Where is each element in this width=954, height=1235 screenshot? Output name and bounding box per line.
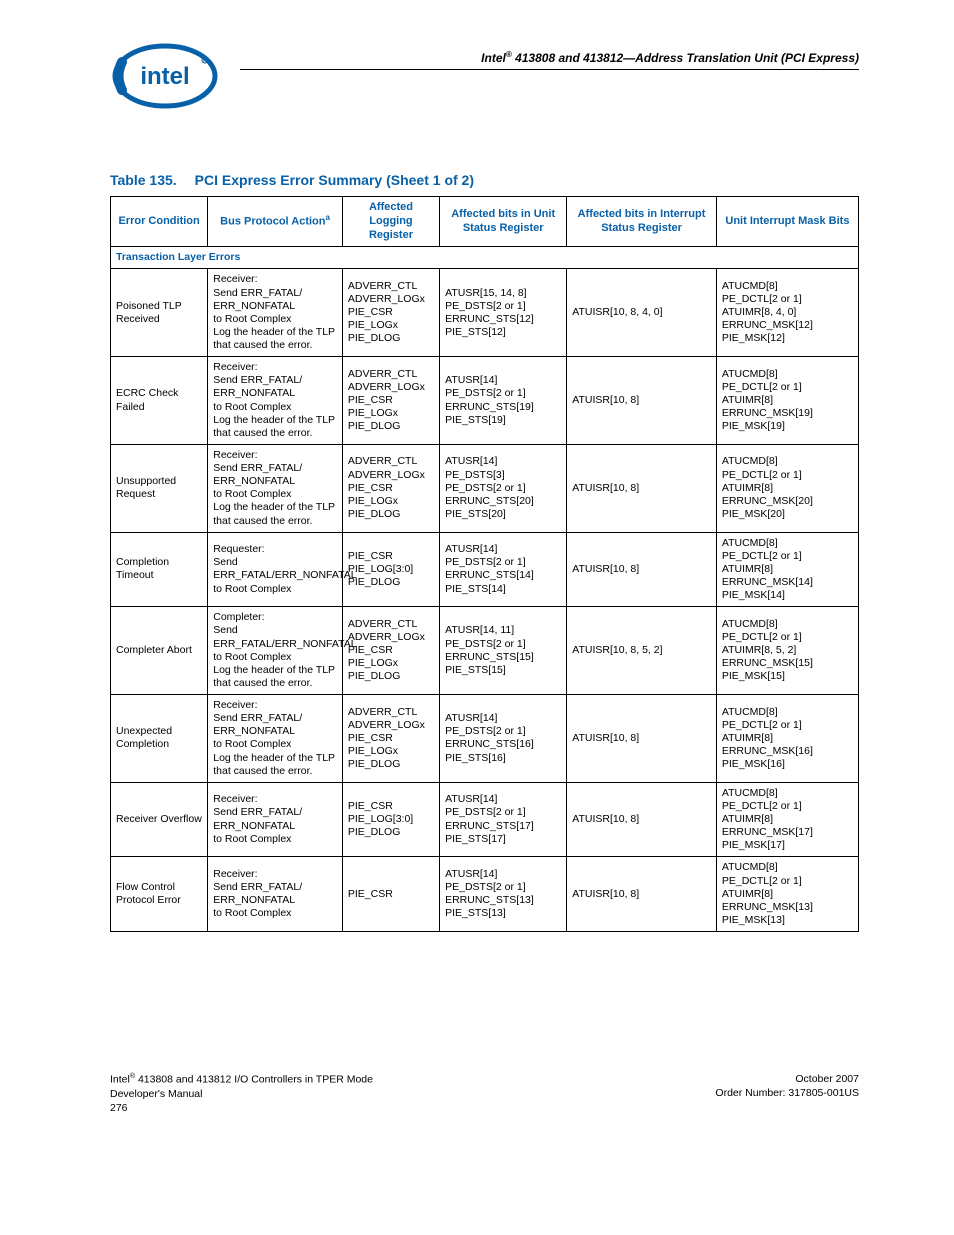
footer-left: Intel® 413808 and 413812 I/O Controllers…: [110, 1072, 373, 1115]
cell-c5: ATUISR[10, 8]: [567, 782, 717, 857]
cell-c6: ATUCMD[8] PE_DCTL[2 or 1] ATUIMR[8] ERRU…: [716, 782, 858, 857]
cell-c1: Poisoned TLP Received: [111, 269, 208, 357]
page-header: intel R Intel® 413808 and 413812—Address…: [110, 40, 859, 112]
table-row: ECRC Check FailedReceiver: Send ERR_FATA…: [111, 357, 859, 445]
cell-c4: ATUSR[14] PE_DSTS[2 or 1] ERRUNC_STS[19]…: [440, 357, 567, 445]
section-heading-row: Transaction Layer Errors: [111, 247, 859, 269]
error-summary-table: Error Condition Bus Protocol Actiona Aff…: [110, 196, 859, 932]
intel-logo: intel R: [110, 40, 220, 112]
cell-c3: ADVERR_CTL ADVERR_LOGx PIE_CSR PIE_LOGx …: [342, 607, 439, 695]
table-header-row: Error Condition Bus Protocol Actiona Aff…: [111, 197, 859, 247]
cell-c4: ATUSR[14] PE_DSTS[3] PE_DSTS[2 or 1] ERR…: [440, 444, 567, 532]
cell-c4: ATUSR[14] PE_DSTS[2 or 1] ERRUNC_STS[14]…: [440, 532, 567, 607]
cell-c6: ATUCMD[8] PE_DCTL[2 or 1] ATUIMR[8, 4, 0…: [716, 269, 858, 357]
cell-c2: Receiver: Send ERR_FATAL/ ERR_NONFATAL t…: [208, 782, 343, 857]
svg-text:R: R: [203, 59, 207, 65]
col-logging-register: Affected Logging Register: [342, 197, 439, 247]
table-row: Poisoned TLP ReceivedReceiver: Send ERR_…: [111, 269, 859, 357]
footer-right: October 2007 Order Number: 317805-001US: [715, 1072, 859, 1115]
col-mask-bits: Unit Interrupt Mask Bits: [716, 197, 858, 247]
cell-c5: ATUISR[10, 8, 5, 2]: [567, 607, 717, 695]
col-unit-status: Affected bits in Unit Status Register: [440, 197, 567, 247]
cell-c2: Requester: Send ERR_FATAL/ERR_NONFATAL t…: [208, 532, 343, 607]
cell-c1: Completer Abort: [111, 607, 208, 695]
cell-c6: ATUCMD[8] PE_DCTL[2 or 1] ATUIMR[8] ERRU…: [716, 532, 858, 607]
cell-c6: ATUCMD[8] PE_DCTL[2 or 1] ATUIMR[8, 5, 2…: [716, 607, 858, 695]
cell-c5: ATUISR[10, 8]: [567, 357, 717, 445]
cell-c6: ATUCMD[8] PE_DCTL[2 or 1] ATUIMR[8] ERRU…: [716, 695, 858, 783]
table-row: Flow Control Protocol ErrorReceiver: Sen…: [111, 857, 859, 932]
col-error-condition: Error Condition: [111, 197, 208, 247]
cell-c5: ATUISR[10, 8, 4, 0]: [567, 269, 717, 357]
cell-c3: ADVERR_CTL ADVERR_LOGx PIE_CSR PIE_LOGx …: [342, 269, 439, 357]
cell-c1: Unexpected Completion: [111, 695, 208, 783]
cell-c4: ATUSR[14] PE_DSTS[2 or 1] ERRUNC_STS[17]…: [440, 782, 567, 857]
cell-c1: Completion Timeout: [111, 532, 208, 607]
cell-c2: Receiver: Send ERR_FATAL/ ERR_NONFATAL t…: [208, 695, 343, 783]
cell-c2: Receiver: Send ERR_FATAL/ ERR_NONFATAL t…: [208, 269, 343, 357]
header-title: Intel® 413808 and 413812—Address Transla…: [240, 50, 859, 70]
cell-c1: Receiver Overflow: [111, 782, 208, 857]
cell-c1: ECRC Check Failed: [111, 357, 208, 445]
cell-c3: PIE_CSR: [342, 857, 439, 932]
cell-c4: ATUSR[14, 11] PE_DSTS[2 or 1] ERRUNC_STS…: [440, 607, 567, 695]
cell-c1: Flow Control Protocol Error: [111, 857, 208, 932]
cell-c5: ATUISR[10, 8]: [567, 695, 717, 783]
header-prefix: Intel: [481, 51, 506, 65]
svg-text:intel: intel: [140, 63, 189, 90]
table-title: PCI Express Error Summary (Sheet 1 of 2): [195, 172, 474, 188]
cell-c6: ATUCMD[8] PE_DCTL[2 or 1] ATUIMR[8] ERRU…: [716, 857, 858, 932]
table-row: Completion TimeoutRequester: Send ERR_FA…: [111, 532, 859, 607]
cell-c2: Receiver: Send ERR_FATAL/ ERR_NONFATAL t…: [208, 857, 343, 932]
page-footer: Intel® 413808 and 413812 I/O Controllers…: [110, 1072, 859, 1115]
section-heading: Transaction Layer Errors: [111, 247, 859, 269]
cell-c1: Unsupported Request: [111, 444, 208, 532]
table-row: Receiver OverflowReceiver: Send ERR_FATA…: [111, 782, 859, 857]
cell-c4: ATUSR[15, 14, 8] PE_DSTS[2 or 1] ERRUNC_…: [440, 269, 567, 357]
col-interrupt-status: Affected bits in Interrupt Status Regist…: [567, 197, 717, 247]
cell-c5: ATUISR[10, 8]: [567, 444, 717, 532]
cell-c2: Receiver: Send ERR_FATAL/ ERR_NONFATAL t…: [208, 357, 343, 445]
cell-c5: ATUISR[10, 8]: [567, 857, 717, 932]
col-bus-protocol: Bus Protocol Actiona: [208, 197, 343, 247]
cell-c4: ATUSR[14] PE_DSTS[2 or 1] ERRUNC_STS[16]…: [440, 695, 567, 783]
cell-c4: ATUSR[14] PE_DSTS[2 or 1] ERRUNC_STS[13]…: [440, 857, 567, 932]
cell-c3: PIE_CSR PIE_LOG[3:0] PIE_DLOG: [342, 782, 439, 857]
cell-c3: ADVERR_CTL ADVERR_LOGx PIE_CSR PIE_LOGx …: [342, 357, 439, 445]
table-caption: Table 135. PCI Express Error Summary (She…: [110, 172, 859, 188]
cell-c2: Receiver: Send ERR_FATAL/ ERR_NONFATAL t…: [208, 444, 343, 532]
table-row: Unsupported RequestReceiver: Send ERR_FA…: [111, 444, 859, 532]
cell-c2: Completer: Send ERR_FATAL/ERR_NONFATAL t…: [208, 607, 343, 695]
cell-c3: ADVERR_CTL ADVERR_LOGx PIE_CSR PIE_LOGx …: [342, 444, 439, 532]
cell-c5: ATUISR[10, 8]: [567, 532, 717, 607]
table-row: Unexpected CompletionReceiver: Send ERR_…: [111, 695, 859, 783]
header-suffix: 413808 and 413812—Address Translation Un…: [512, 51, 859, 65]
cell-c6: ATUCMD[8] PE_DCTL[2 or 1] ATUIMR[8] ERRU…: [716, 444, 858, 532]
cell-c3: ADVERR_CTL ADVERR_LOGx PIE_CSR PIE_LOGx …: [342, 695, 439, 783]
cell-c6: ATUCMD[8] PE_DCTL[2 or 1] ATUIMR[8] ERRU…: [716, 357, 858, 445]
cell-c3: PIE_CSR PIE_LOG[3:0] PIE_DLOG: [342, 532, 439, 607]
table-number: Table 135.: [110, 172, 177, 188]
table-row: Completer AbortCompleter: Send ERR_FATAL…: [111, 607, 859, 695]
